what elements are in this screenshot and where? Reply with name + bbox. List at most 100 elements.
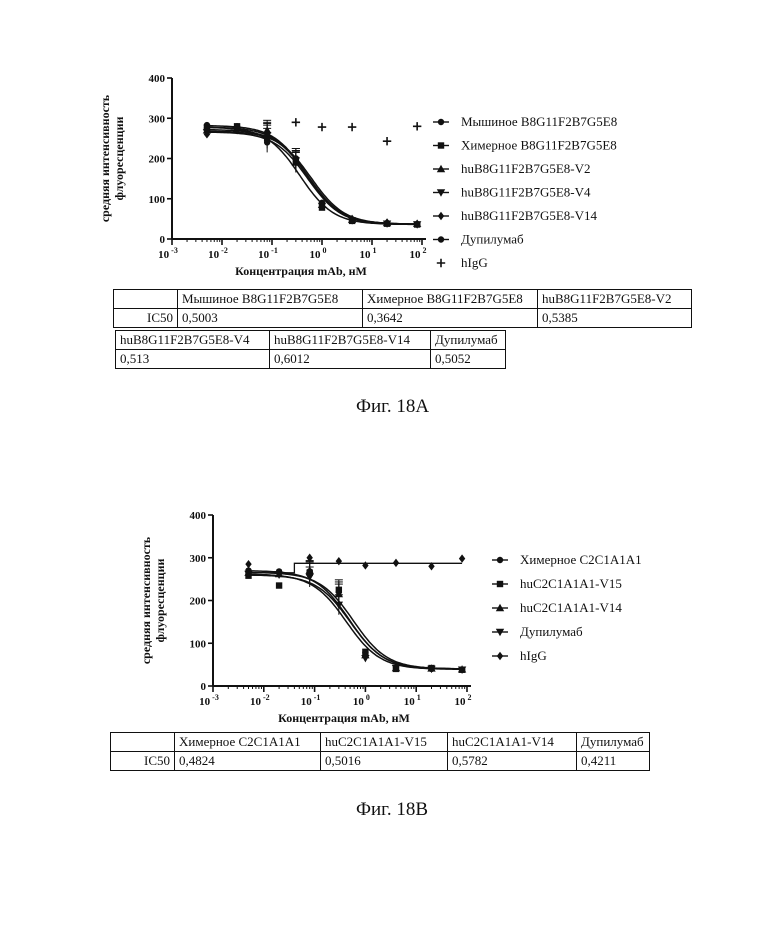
data-point xyxy=(384,220,390,226)
data-point xyxy=(393,559,399,567)
table-cell: Дупилумаб xyxy=(577,733,650,752)
data-point xyxy=(383,137,391,145)
table-cell xyxy=(111,733,175,752)
data-point xyxy=(413,122,421,130)
table-cell: 0,5016 xyxy=(321,752,448,771)
table-row: IC50 0,5003 0,3642 0,5385 xyxy=(114,309,692,328)
table-cell: Дупилумаб xyxy=(431,331,506,350)
table-header-row: Мышиное B8G11F2B7G5E8 Химерное B8G11F2B7… xyxy=(114,290,692,309)
y-axis-label: флуоресценции xyxy=(153,559,167,643)
legend-marker xyxy=(438,236,444,242)
data-point xyxy=(459,554,465,562)
data-point xyxy=(234,124,240,130)
y-tick-label: 0 xyxy=(201,681,207,693)
figure-caption-18b: Фиг. 18B xyxy=(356,799,428,821)
legend-label: huB8G11F2B7G5E8-V14 xyxy=(461,208,598,223)
x-tick-label: 101 xyxy=(404,693,421,708)
table-cell: 0,4824 xyxy=(175,752,321,771)
table-cell: 0,3642 xyxy=(363,309,538,328)
table-cell: 0,5003 xyxy=(178,309,363,328)
chart-18a: 010020030040010-310-210-1100101102Концен… xyxy=(98,73,617,278)
table-cell xyxy=(114,290,178,309)
legend-label: huC2C1A1A1-V14 xyxy=(520,600,622,615)
x-tick-label: 10-1 xyxy=(258,246,278,261)
x-axis-label: Концентрация mAb, нМ xyxy=(278,711,410,725)
data-point xyxy=(293,155,299,161)
y-axis-label: средняя интенсивность xyxy=(139,536,153,664)
table-cell: Мышиное B8G11F2B7G5E8 xyxy=(178,290,363,309)
y-tick-label: 200 xyxy=(149,154,166,166)
y-tick-label: 100 xyxy=(190,638,207,650)
data-point xyxy=(292,118,300,126)
legend-marker xyxy=(438,119,444,125)
table-cell: Химерное B8G11F2B7G5E8 xyxy=(363,290,538,309)
data-point xyxy=(362,561,368,569)
legend-label: Химерное C2C1A1A1 xyxy=(520,552,642,567)
legend-marker xyxy=(437,259,445,267)
table-cell: Химерное C2C1A1A1 xyxy=(175,733,321,752)
table-cell: huB8G11F2B7G5E8-V14 xyxy=(270,331,431,350)
ic50-table-18a-continued: huB8G11F2B7G5E8-V4 huB8G11F2B7G5E8-V14 Д… xyxy=(115,330,506,369)
x-tick-label: 10-3 xyxy=(199,693,219,708)
legend-marker xyxy=(497,557,503,563)
legend-marker xyxy=(497,581,503,587)
y-tick-label: 300 xyxy=(149,113,166,125)
legend-marker xyxy=(438,142,444,148)
table-cell: 0,6012 xyxy=(270,350,431,369)
data-point xyxy=(276,582,282,588)
legend-label: Дупилумаб xyxy=(461,232,524,247)
table-cell: IC50 xyxy=(111,752,175,771)
legend-label: Химерное B8G11F2B7G5E8 xyxy=(461,138,617,153)
y-tick-label: 400 xyxy=(149,73,166,85)
x-tick-label: 10-3 xyxy=(158,246,178,261)
y-axis-label: средняя интенсивность xyxy=(98,94,112,222)
legend-marker xyxy=(497,652,503,660)
table-cell: 0,513 xyxy=(116,350,270,369)
legend-label: hIgG xyxy=(520,648,547,663)
figure-caption-18a: Фиг. 18A xyxy=(356,396,429,418)
table-row: 0,513 0,6012 0,5052 xyxy=(116,350,506,369)
legend-marker xyxy=(438,212,444,220)
data-point xyxy=(349,218,355,224)
y-tick-label: 400 xyxy=(190,510,207,522)
data-point xyxy=(414,221,420,227)
data-point xyxy=(204,125,210,131)
table-cell: 0,5052 xyxy=(431,350,506,369)
data-point xyxy=(319,204,325,210)
data-point xyxy=(264,139,270,145)
y-tick-label: 200 xyxy=(190,596,207,608)
table-cell: 0,5782 xyxy=(448,752,577,771)
y-tick-label: 100 xyxy=(149,194,166,206)
fit-curve xyxy=(207,130,417,224)
table-row: IC50 0,4824 0,5016 0,5782 0,4211 xyxy=(111,752,650,771)
fit-curve xyxy=(249,575,463,669)
x-tick-label: 101 xyxy=(360,246,377,261)
x-tick-label: 100 xyxy=(353,693,370,708)
y-tick-label: 0 xyxy=(160,234,166,246)
x-tick-label: 10-2 xyxy=(250,693,270,708)
y-tick-label: 300 xyxy=(190,553,207,565)
legend-label: huB8G11F2B7G5E8-V4 xyxy=(461,185,591,200)
ic50-table-18b: Химерное C2C1A1A1 huC2C1A1A1-V15 huC2C1A… xyxy=(110,732,650,771)
legend-label: Дупилумаб xyxy=(520,624,583,639)
table-header-row: huB8G11F2B7G5E8-V4 huB8G11F2B7G5E8-V14 Д… xyxy=(116,331,506,350)
table-cell: 0,5385 xyxy=(538,309,692,328)
x-tick-label: 102 xyxy=(455,693,472,708)
chart-18b: 010020030040010-310-210-1100101102Концен… xyxy=(139,510,642,725)
legend-label: Мышиное B8G11F2B7G5E8 xyxy=(461,114,617,129)
ic50-table-18a: Мышиное B8G11F2B7G5E8 Химерное B8G11F2B7… xyxy=(113,289,692,328)
y-axis-label: флуоресценции xyxy=(112,117,126,201)
fit-curve xyxy=(207,128,417,225)
data-point xyxy=(348,123,356,131)
table-cell: IC50 xyxy=(114,309,178,328)
table-cell: huC2C1A1A1-V15 xyxy=(321,733,448,752)
table-cell: huB8G11F2B7G5E8-V2 xyxy=(538,290,692,309)
legend-label: huC2C1A1A1-V15 xyxy=(520,576,622,591)
x-axis-label: Концентрация mAb, нМ xyxy=(235,264,367,278)
table-cell: huB8G11F2B7G5E8-V4 xyxy=(116,331,270,350)
data-point xyxy=(245,560,251,568)
table-cell: huC2C1A1A1-V14 xyxy=(448,733,577,752)
x-tick-label: 100 xyxy=(310,246,327,261)
data-point xyxy=(361,655,369,662)
table-cell: 0,4211 xyxy=(577,752,650,771)
